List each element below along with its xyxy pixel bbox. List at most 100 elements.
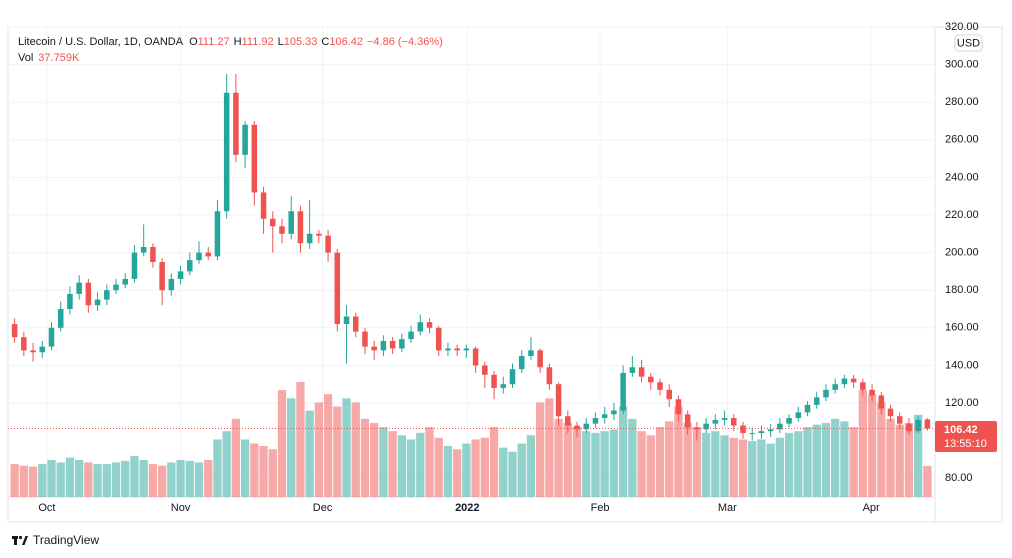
volume-bar — [591, 432, 600, 497]
candle-body — [325, 235, 331, 253]
volume-bar — [28, 466, 38, 497]
volume-value: 37.759K — [38, 52, 80, 64]
candle-body — [11, 324, 18, 338]
y-tick-label: 200.00 — [945, 247, 979, 259]
candle-body — [509, 369, 516, 385]
currency-badge[interactable] — [954, 34, 983, 52]
ohlc-value: 111.27 — [198, 36, 230, 48]
candle-body — [712, 419, 719, 424]
volume-bar — [406, 439, 416, 497]
candle-body — [537, 350, 543, 368]
candle-body — [454, 348, 460, 351]
candle-body — [648, 376, 654, 383]
volume-bar — [139, 459, 148, 497]
volume-bar — [803, 427, 812, 497]
candle-body — [850, 378, 857, 383]
x-tick-label: Mar — [718, 502, 737, 514]
candle-body — [380, 340, 387, 351]
candle-body — [104, 290, 110, 300]
candle-body — [168, 278, 175, 291]
volume-bar — [665, 421, 674, 497]
volume-bar — [886, 418, 895, 497]
volume-bar — [84, 462, 93, 497]
volume-bar — [10, 464, 19, 497]
candle-body — [260, 192, 267, 219]
candle-body — [740, 425, 746, 434]
candle-body — [343, 316, 350, 325]
candle-body — [574, 425, 580, 430]
candle-body — [223, 92, 230, 212]
candle-body — [177, 271, 184, 279]
ohlc-letter: O — [189, 36, 198, 48]
volume-bar — [775, 437, 785, 497]
x-tick-label: Apr — [863, 502, 880, 514]
x-tick-label: Oct — [38, 502, 55, 514]
y-tick-label: 280.00 — [945, 96, 979, 108]
candle-body — [113, 284, 119, 291]
volume-bar — [563, 422, 572, 497]
candle-body — [399, 339, 405, 349]
volume-bar — [360, 418, 370, 497]
volume-bar — [720, 435, 729, 497]
candle-body — [694, 427, 700, 430]
countdown-label: 13:55:10 — [944, 438, 987, 450]
candle-body — [131, 252, 138, 279]
candle-body — [869, 389, 875, 396]
volume-bar — [65, 457, 75, 497]
candle-body — [445, 348, 451, 351]
candle-body — [140, 246, 147, 253]
volume-bar — [121, 460, 130, 497]
candle-body — [565, 416, 571, 426]
y-tick-label: 120.00 — [945, 397, 979, 409]
volume-bar — [821, 422, 831, 497]
volume-bar — [111, 462, 121, 497]
candle-body — [214, 211, 221, 257]
candle-body — [601, 414, 608, 419]
candle-body — [758, 431, 765, 434]
candle-body — [288, 211, 294, 234]
volume-bar — [259, 446, 268, 497]
candle-body — [675, 399, 682, 415]
candle-body — [417, 322, 424, 332]
candle-body — [48, 327, 55, 347]
candle-body — [906, 423, 912, 432]
candle-body — [150, 246, 156, 262]
candle-body — [546, 367, 553, 385]
candle-body — [426, 322, 433, 328]
last-price-label: 106.42 — [944, 424, 978, 436]
candle-body — [297, 211, 304, 244]
volume-bar — [305, 410, 314, 497]
volume-bar — [895, 424, 904, 497]
candle-body — [684, 414, 691, 428]
volume-bar — [471, 439, 480, 497]
volume-bar — [167, 462, 176, 497]
y-tick-label: 220.00 — [945, 209, 979, 221]
volume-bar — [204, 459, 213, 497]
volume-bar — [867, 394, 877, 497]
candle-body — [362, 331, 368, 347]
candle-body — [666, 389, 672, 400]
volume-bar — [453, 449, 462, 497]
candle-body — [233, 92, 239, 155]
candle-body — [85, 282, 92, 306]
volume-bar — [19, 465, 28, 497]
candle-body — [555, 384, 562, 417]
volume-bar — [425, 427, 434, 497]
candle-body — [703, 423, 709, 430]
volume-bar — [397, 435, 406, 497]
volume-bar — [701, 432, 711, 497]
candle-body — [915, 419, 921, 432]
volume-bar — [388, 431, 397, 497]
candle-body — [583, 423, 590, 430]
candle-body — [463, 348, 470, 351]
volume-bar — [93, 464, 102, 497]
candle-body — [528, 350, 534, 356]
candle-body — [518, 356, 525, 370]
candle-body — [731, 418, 737, 426]
volume-bar — [38, 464, 47, 497]
volume-bar — [351, 402, 360, 497]
candle-body — [620, 372, 626, 411]
volume-bar — [75, 459, 84, 497]
y-tick-label: 300.00 — [945, 59, 979, 71]
candle-body — [435, 327, 442, 351]
